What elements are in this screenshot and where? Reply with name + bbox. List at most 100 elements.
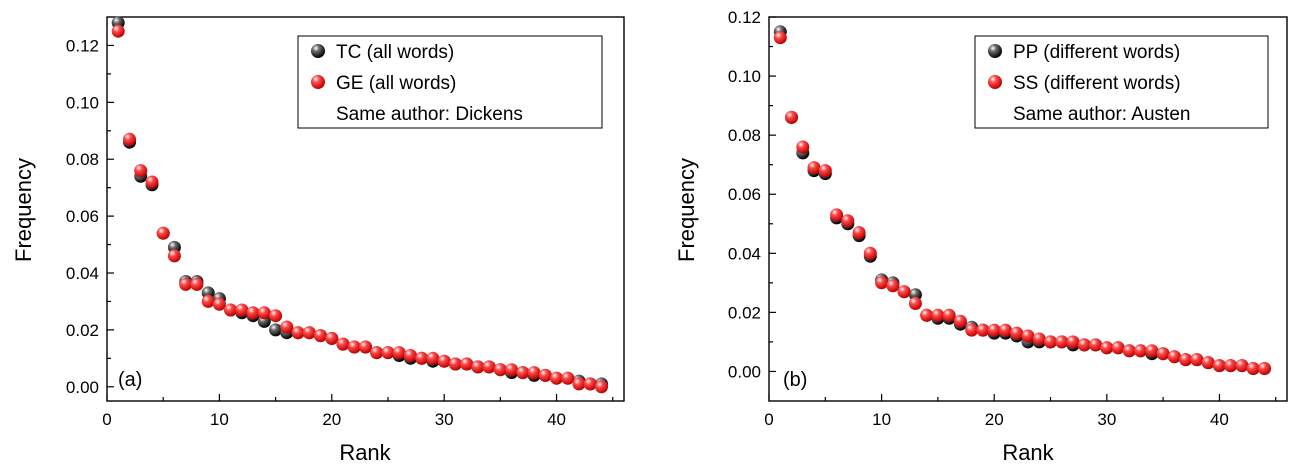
data-point-series-1 <box>1134 344 1148 358</box>
y-tick-label: 0.12 <box>66 36 99 55</box>
x-tick-label: 0 <box>764 410 773 429</box>
data-point-series-1 <box>875 276 889 290</box>
data-point-series-1 <box>1201 356 1215 370</box>
y-tick-label: 0.00 <box>66 378 99 397</box>
data-point-series-1 <box>1190 353 1204 367</box>
chart-panel-a: 0 10 20 30 40 0.00 0.02 0.04 0.06 0.08 0.10 0.12 R… <box>11 16 625 465</box>
data-point-series-1 <box>302 326 316 340</box>
data-point-series-1 <box>156 226 170 240</box>
data-point-series-1 <box>1156 347 1170 361</box>
x-axis-title: Rank <box>1002 440 1054 465</box>
data-point-series-1 <box>516 366 530 380</box>
data-point-series-1 <box>953 314 967 328</box>
data-point-series-1 <box>1167 350 1181 364</box>
data-point-series-1 <box>201 294 215 308</box>
data-point-series-1 <box>527 366 541 380</box>
y-axis-ticks: 0.00 0.02 0.04 0.06 0.08 0.10 0.12 <box>728 8 776 381</box>
x-tick-label: 10 <box>872 410 891 429</box>
plot-frame <box>768 16 1288 402</box>
data-point-series-1 <box>448 357 462 371</box>
y-axis-title: Frequency <box>674 158 699 262</box>
data-point-series-1 <box>976 323 990 337</box>
data-point-series-1 <box>505 363 519 377</box>
x-tick-label: 20 <box>985 410 1004 429</box>
data-point-series-1 <box>965 323 979 337</box>
y-tick-label: 0.10 <box>728 67 761 86</box>
data-point-series-1 <box>595 380 608 394</box>
legend-label-pp: PP (different words) <box>1013 42 1180 63</box>
y-tick-label: 0.06 <box>728 185 761 204</box>
data-point-series-1 <box>550 371 564 385</box>
data-point-series-1 <box>437 354 451 368</box>
legend-box <box>297 35 603 129</box>
data-point-series-1 <box>1111 341 1125 355</box>
data-point-series-1 <box>280 320 294 334</box>
data-point-series-1 <box>471 360 485 374</box>
data-point-series-1 <box>897 285 911 299</box>
x-tick-label: 0 <box>102 410 111 429</box>
data-point-series-1 <box>852 226 866 240</box>
x-axis-ticks: 0 10 20 30 40 <box>102 394 614 429</box>
legend-label-ss: SS (different words) <box>1013 73 1181 94</box>
y-tick-label: 0.02 <box>728 303 761 322</box>
y-tick-label: 0.04 <box>728 244 761 263</box>
data-point-series-1 <box>336 337 350 351</box>
x-tick-label: 30 <box>435 410 454 429</box>
data-point-series-1 <box>1258 362 1271 375</box>
x-tick-label: 40 <box>1210 410 1229 429</box>
data-point-series-1 <box>235 303 249 317</box>
data-point-series-1 <box>942 308 956 322</box>
data-point-series-1 <box>1122 344 1136 358</box>
y-tick-label: 0.04 <box>66 264 99 283</box>
data-point-series-1 <box>381 346 395 360</box>
data-point-series-1 <box>999 323 1012 337</box>
legend: TC (all words) GE (all words) Same autho… <box>297 35 603 129</box>
x-tick-label: 30 <box>1097 410 1116 429</box>
data-point-series-1 <box>1077 338 1091 352</box>
data-point-series-1 <box>359 340 372 354</box>
y-tick-label: 0.02 <box>66 321 99 340</box>
data-point-series-1 <box>773 31 787 45</box>
data-point-series-1 <box>1145 344 1159 358</box>
data-point-series-1 <box>863 246 877 260</box>
data-point-series-1 <box>796 140 810 154</box>
data-point-series-1 <box>212 297 226 311</box>
panel-label: (a) <box>118 369 142 391</box>
y-tick-label: 0.12 <box>728 8 761 27</box>
data-points <box>773 25 1271 375</box>
data-point-series-1 <box>583 377 597 391</box>
data-point-series-1 <box>1212 359 1226 373</box>
x-tick-label: 20 <box>322 410 341 429</box>
data-points <box>111 16 608 394</box>
y-tick-label: 0.08 <box>66 150 99 169</box>
data-point-series-1 <box>167 249 181 263</box>
x-tick-label: 40 <box>547 410 566 429</box>
x-tick-label: 10 <box>210 410 229 429</box>
data-point-series-1 <box>987 323 1001 337</box>
data-point-series-1 <box>908 297 922 310</box>
data-point-series-1 <box>347 340 361 354</box>
data-point-series-1 <box>179 277 193 291</box>
data-point-series-1 <box>224 303 238 317</box>
data-point-series-1 <box>145 175 159 189</box>
legend-box <box>974 35 1269 129</box>
data-point-series-1 <box>426 351 440 365</box>
data-point-series-1 <box>460 357 474 371</box>
y-tick-label: 0.08 <box>728 126 761 145</box>
data-point-series-1 <box>482 360 496 374</box>
legend-marker-ss <box>988 75 1002 89</box>
data-point-series-1 <box>314 329 327 343</box>
data-point-series-1 <box>841 214 855 228</box>
x-axis-ticks: 0 10 20 30 40 <box>764 394 1277 429</box>
data-point-series-1 <box>785 110 798 124</box>
data-point-series-1 <box>931 308 945 322</box>
data-point-series-1 <box>111 24 125 38</box>
data-point-series-1 <box>246 306 260 320</box>
data-point-series-1 <box>325 331 339 345</box>
legend-label-ge: GE (all words) <box>336 73 456 94</box>
legend-marker-tc <box>311 44 325 58</box>
data-point-series-1 <box>1044 335 1057 349</box>
data-point-series-1 <box>920 308 934 322</box>
y-tick-label: 0.10 <box>66 93 99 112</box>
